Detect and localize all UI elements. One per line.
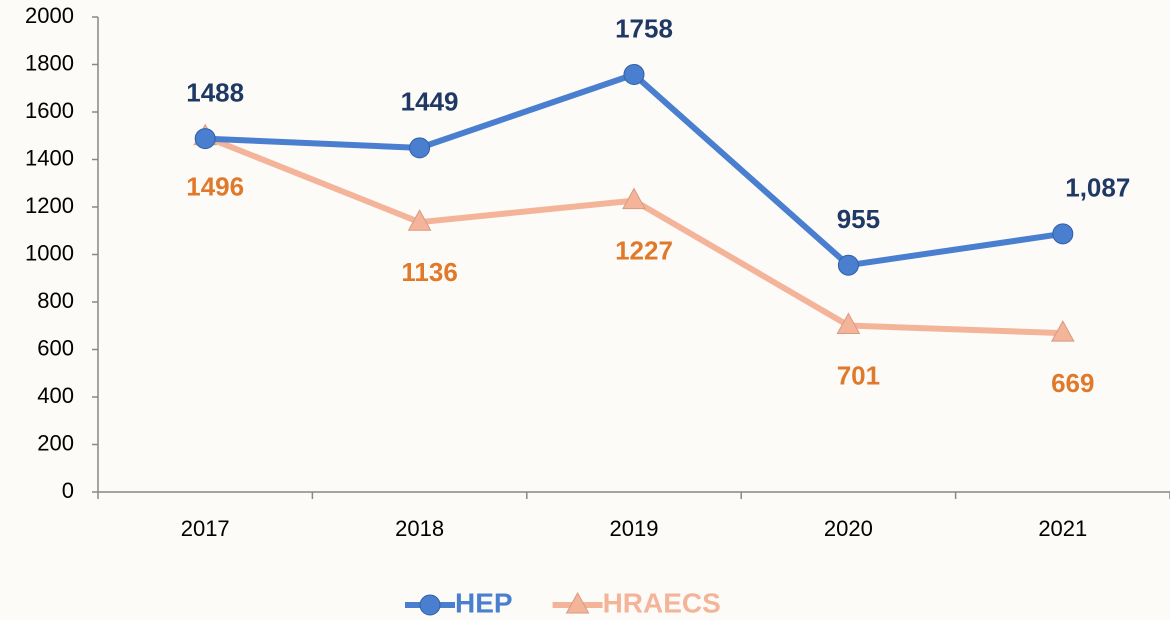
y-tick-label: 1000 [25,240,74,265]
value-label: 1227 [615,235,673,265]
point [1052,223,1074,245]
y-tick-label: 1400 [25,145,74,170]
legend-marker [565,591,590,614]
point [194,128,216,150]
value-label: 955 [837,204,880,234]
x-tick-label: 2021 [1038,516,1087,541]
y-tick-label: 1800 [25,50,74,75]
value-label: 1449 [401,87,459,117]
legend-label: HEP [455,587,513,618]
value-label: 1136 [401,257,457,287]
y-tick-label: 0 [62,478,74,503]
value-label: 1488 [186,77,244,107]
point [837,254,859,276]
y-tick-label: 600 [37,335,74,360]
legend-marker [419,594,441,616]
point [1050,320,1075,342]
y-tick-label: 800 [37,288,74,313]
value-label: 1758 [615,13,673,43]
y-tick-label: 1200 [25,193,74,218]
value-label: 1496 [186,172,244,202]
x-tick-label: 2018 [395,516,444,541]
y-tick-label: 400 [37,383,74,408]
y-tick-label: 1600 [25,98,74,123]
x-tick-label: 2020 [824,516,873,541]
value-label: 701 [837,360,880,390]
legend-label: HRAECS [603,587,721,618]
value-label: 1,087 [1065,173,1130,203]
point [409,137,431,159]
y-tick-label: 2000 [25,3,74,28]
x-tick-label: 2017 [181,516,230,541]
point [407,209,432,231]
point [623,63,645,85]
value-label: 669 [1051,368,1094,398]
x-tick-label: 2019 [610,516,659,541]
point [836,312,861,335]
point [622,187,646,210]
y-tick-label: 200 [37,430,74,455]
